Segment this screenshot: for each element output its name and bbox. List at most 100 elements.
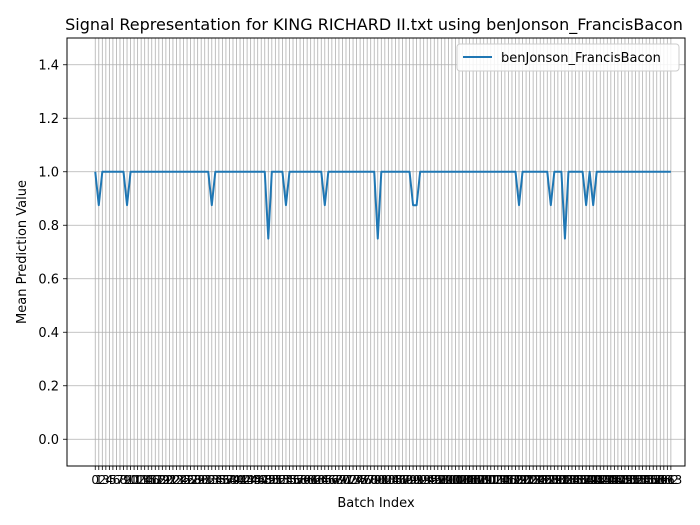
x-tick-label: 149 [610, 473, 633, 487]
x-tick-label: 60 [299, 473, 314, 487]
x-tick-label: 95 [423, 473, 438, 487]
x-tick-label: 104 [451, 473, 474, 487]
x-tick-label: 44 [243, 473, 258, 487]
x-tick-label: 157 [638, 473, 661, 487]
x-tick-label: 127 [532, 473, 555, 487]
x-tick-label: 137 [568, 473, 591, 487]
x-tick-label: 42 [236, 473, 251, 487]
x-tick-label: 61 [303, 473, 318, 487]
x-tick-label: 28 [186, 473, 201, 487]
x-tick-label: 35 [211, 473, 226, 487]
x-tick-label: 21 [162, 473, 177, 487]
y-tick-label: 1.4 [38, 58, 59, 73]
x-tick-label: 87 [395, 473, 410, 487]
x-tick-label: 97 [430, 473, 445, 487]
x-tick-label: 152 [621, 473, 644, 487]
x-tick-label: 2 [98, 473, 106, 487]
x-tick-label: 113 [483, 473, 506, 487]
x-tick-label: 82 [377, 473, 392, 487]
x-tick-label: 62 [307, 473, 322, 487]
x-tick-label: 144 [592, 473, 615, 487]
x-tick-label: 32 [201, 473, 216, 487]
x-tick-label: 124 [522, 473, 545, 487]
x-tick-label: 65 [317, 473, 332, 487]
x-tick-label: 68 [328, 473, 343, 487]
legend-box [456, 43, 680, 72]
x-tick-label: 156 [635, 473, 658, 487]
x-tick-label: 67 [324, 473, 339, 487]
x-tick-label: 39 [225, 473, 240, 487]
y-axis-label: Mean Prediction Value [15, 180, 30, 324]
x-tick-label: 6 [113, 473, 121, 487]
x-tick-label: 10 [123, 473, 138, 487]
x-tick-label: 38 [222, 473, 237, 487]
y-tick-label: 0.2 [38, 379, 59, 394]
x-tick-label: 79 [367, 473, 382, 487]
x-tick-label: 138 [571, 473, 594, 487]
x-axis-label: Batch Index [337, 496, 415, 511]
x-tick-label: 84 [384, 473, 399, 487]
x-tick-label: 16 [144, 473, 159, 487]
x-tick-label: 25 [176, 473, 191, 487]
x-tick-label: 13 [134, 473, 149, 487]
x-tick-label: 159 [645, 473, 668, 487]
x-tick-label: 33 [204, 473, 219, 487]
x-tick-label: 85 [388, 473, 403, 487]
x-tick-label: 54 [278, 473, 293, 487]
x-tick-label: 3 [102, 473, 110, 487]
x-tick-label: 20 [158, 473, 173, 487]
legend: benJonson_FrancisBacon [456, 43, 680, 72]
x-tick-label: 93 [416, 473, 431, 487]
x-tick-label: 31 [197, 473, 212, 487]
x-tick-label: 158 [642, 473, 665, 487]
x-tick-label: 108 [465, 473, 488, 487]
x-tick-label: 116 [493, 473, 516, 487]
x-tick-label: 153 [624, 473, 647, 487]
x-tick-label: 71 [338, 473, 353, 487]
x-tick-label: 154 [628, 473, 651, 487]
x-tick-label: 122 [515, 473, 538, 487]
x-tick-label: 12 [130, 473, 145, 487]
x-tick-label: 109 [469, 473, 492, 487]
x-tick-label: 26 [179, 473, 194, 487]
x-tick-label: 141 [582, 473, 605, 487]
x-tick-label: 19 [155, 473, 170, 487]
x-tick-label: 9 [123, 473, 131, 487]
x-tick-label: 90 [405, 473, 420, 487]
x-tick-label: 146 [599, 473, 622, 487]
legend-label: benJonson_FrancisBacon [501, 51, 661, 66]
x-tick-label: 105 [455, 473, 478, 487]
x-tick-label: 128 [536, 473, 559, 487]
x-tick-label: 74 [349, 473, 364, 487]
x-axis-ticks: 0123456789101112131415161718192021222324… [91, 466, 682, 487]
x-tick-label: 135 [561, 473, 584, 487]
x-tick-label: 129 [539, 473, 562, 487]
x-tick-label: 11 [126, 473, 141, 487]
x-tick-label: 89 [402, 473, 417, 487]
x-tick-label: 119 [504, 473, 527, 487]
x-tick-label: 36 [215, 473, 230, 487]
x-tick-label: 4 [106, 473, 114, 487]
x-tick-label: 27 [183, 473, 198, 487]
x-tick-label: 5 [109, 473, 117, 487]
x-tick-label: 48 [257, 473, 272, 487]
x-tick-label: 49 [261, 473, 276, 487]
x-tick-label: 30 [194, 473, 209, 487]
x-tick-label: 29 [190, 473, 205, 487]
x-tick-label: 70 [335, 473, 350, 487]
x-tick-label: 140 [578, 473, 601, 487]
x-tick-label: 162 [656, 473, 679, 487]
x-tick-label: 59 [296, 473, 311, 487]
x-tick-label: 101 [440, 473, 463, 487]
x-tick-label: 81 [374, 473, 389, 487]
x-tick-label: 41 [232, 473, 247, 487]
x-tick-label: 103 [448, 473, 471, 487]
x-tick-label: 57 [289, 473, 304, 487]
x-tick-label: 131 [546, 473, 569, 487]
x-tick-label: 1 [95, 473, 103, 487]
x-tick-label: 40 [229, 473, 244, 487]
x-tick-label: 34 [208, 473, 223, 487]
x-tick-label: 130 [543, 473, 566, 487]
x-tick-label: 53 [275, 473, 290, 487]
